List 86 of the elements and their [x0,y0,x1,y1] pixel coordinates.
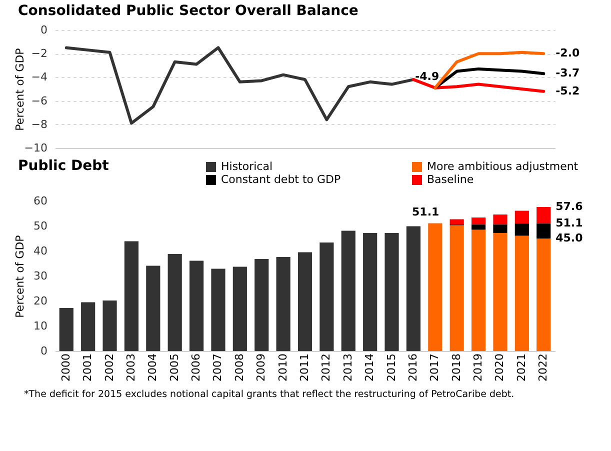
x-tick-label: 2012 [320,354,333,382]
annotation: -4.9 [415,70,440,83]
bar [320,242,334,351]
x-tick-label: 2018 [450,354,463,382]
x-tick-label: 2021 [514,354,528,382]
y-tick-label: 50 [34,220,48,232]
y-tick-label: 60 [34,194,48,208]
bar [471,224,486,230]
legend-label: Baseline [427,173,474,186]
x-tick-label: 2002 [102,354,116,382]
y-tick-label: −8 [31,118,48,131]
x-tick-label: 2015 [384,354,398,382]
bar [298,252,312,351]
y-tick-label: −6 [31,94,48,108]
legend-label: Historical [221,160,273,173]
y-tick-label: 0 [40,24,48,36]
annotation: 51.1 [412,205,440,218]
x-tick-label: 2020 [493,354,506,382]
bar [81,302,96,351]
x-tick-label: 2004 [146,354,160,382]
x-tick-label: 2007 [211,354,224,382]
y-tick-label: 0 [40,344,48,358]
bar [471,218,486,224]
x-tick-label: 2022 [536,354,550,382]
y-tick-label: −10 [24,142,48,154]
bar [363,233,378,351]
bar [59,308,74,351]
bar [102,300,117,351]
x-tick-label: 2014 [363,354,376,382]
legend-label: More ambitious adjustment [427,160,579,173]
x-tick-label: 2011 [298,354,311,382]
chart-title: Consolidated Public Sector Overall Balance [18,3,358,19]
annotation: 57.6 [556,200,584,213]
bar [254,259,269,351]
bar [450,225,464,351]
line-series [64,46,415,125]
y-tick-label: −4 [31,70,48,84]
bar [471,230,486,351]
x-tick-label: 2000 [59,354,72,382]
bar [168,254,182,351]
bar [514,210,529,224]
annotation: -3.7 [556,66,580,80]
y-axis-title: Percent of GDP [14,48,26,131]
bar [211,268,226,351]
y-tick-label: 20 [34,294,48,308]
x-tick-label: 2019 [472,354,485,382]
x-tick-label: 2010 [276,354,290,382]
chart-title: Public Debt [18,158,110,174]
bar [276,257,290,351]
bar [536,207,551,224]
x-tick-label: 2009 [254,354,268,382]
bar [428,223,442,351]
y-axis-title: Percent of GDP [14,234,26,318]
bar [146,266,160,351]
bar [536,238,551,351]
annotation: 45.0 [556,232,584,244]
bar [536,223,551,238]
bar [124,241,139,351]
bar [450,219,464,224]
bar [493,224,508,233]
x-tick-label: 2008 [232,354,246,382]
bar [493,214,508,224]
x-tick-label: 2001 [81,354,94,382]
x-tick-label: 2016 [406,354,420,382]
x-tick-label: 2017 [428,354,442,382]
bar [341,230,356,351]
text: *The deficit for 2015 excludes notional capital grants that reflect the restructuring of PetroCaribe debt. [24,388,514,400]
x-tick-label: 2006 [190,354,203,382]
y-tick-label: −2 [31,47,48,60]
bar [384,233,399,351]
annotation: 51.1 [556,216,583,230]
bar [514,224,529,236]
bar [189,260,204,351]
y-tick-label: 40 [34,244,48,258]
bar [493,233,508,351]
bar [232,266,247,351]
y-tick-label: 30 [34,270,48,282]
annotation: -5.2 [556,84,580,98]
bar [514,236,529,351]
annotation: -2.0 [556,46,580,60]
bar [406,226,421,351]
y-tick-label: 10 [34,320,48,332]
x-tick-label: 2003 [124,354,138,382]
x-tick-label: 2013 [341,354,354,382]
x-tick-label: 2005 [168,354,181,382]
legend-label: Constant debt to GDP [221,173,342,186]
